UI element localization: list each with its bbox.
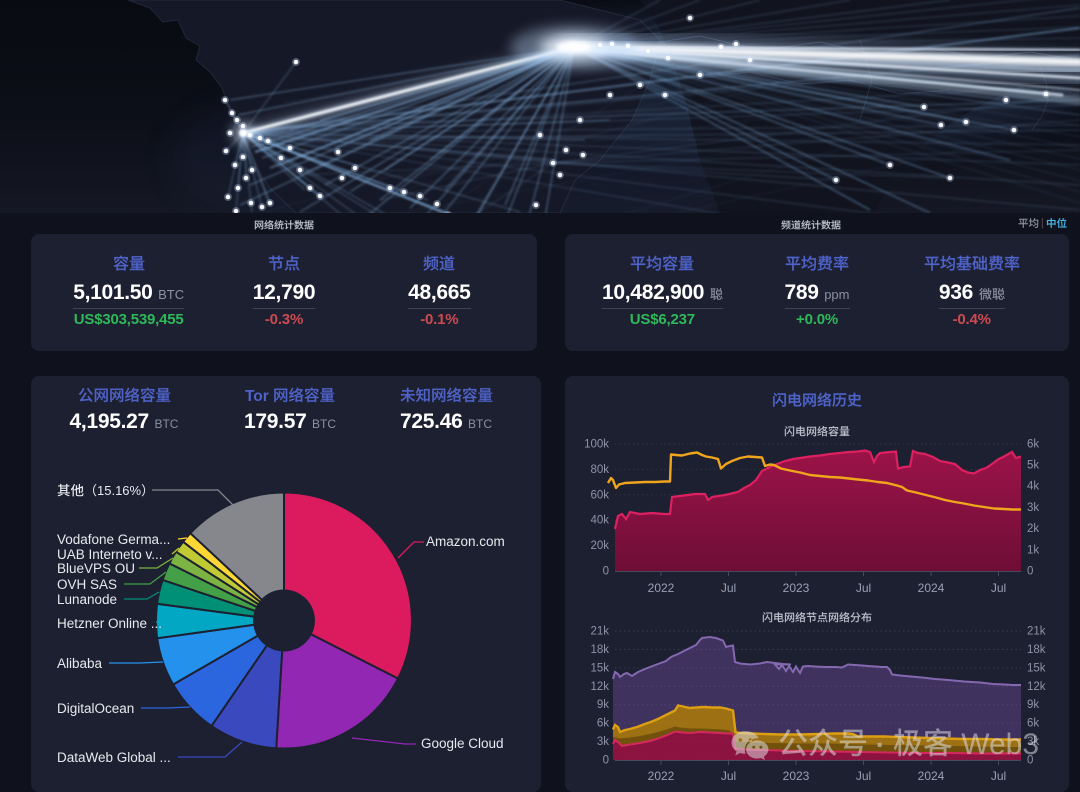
svg-text:21k: 21k xyxy=(1027,626,1046,638)
svg-text:12k: 12k xyxy=(590,681,609,693)
svg-text:2022: 2022 xyxy=(648,581,675,595)
svg-text:1k: 1k xyxy=(1027,544,1039,556)
svg-text:0: 0 xyxy=(1027,566,1033,578)
svg-text:0: 0 xyxy=(603,755,609,767)
svg-text:0: 0 xyxy=(1027,755,1033,767)
svg-text:Jul: Jul xyxy=(856,581,871,595)
svg-text:9k: 9k xyxy=(597,699,609,711)
svg-text:0: 0 xyxy=(603,566,609,578)
svg-text:Jul: Jul xyxy=(991,581,1006,595)
svg-text:3k: 3k xyxy=(1027,736,1039,748)
svg-text:2024: 2024 xyxy=(918,581,945,595)
svg-text:3k: 3k xyxy=(1027,502,1039,514)
svg-text:60k: 60k xyxy=(590,489,609,501)
svg-text:Jul: Jul xyxy=(721,581,736,595)
svg-text:5k: 5k xyxy=(1027,460,1039,472)
svg-text:4k: 4k xyxy=(1027,481,1039,493)
svg-text:6k: 6k xyxy=(597,718,609,730)
svg-text:Jul: Jul xyxy=(856,769,871,783)
svg-text:2023: 2023 xyxy=(783,581,810,595)
svg-text:Jul: Jul xyxy=(721,769,736,783)
svg-text:80k: 80k xyxy=(590,464,609,476)
svg-text:21k: 21k xyxy=(590,626,609,638)
svg-text:3k: 3k xyxy=(597,736,609,748)
svg-text:15k: 15k xyxy=(1027,662,1046,674)
svg-text:18k: 18k xyxy=(590,644,609,656)
svg-text:15k: 15k xyxy=(590,662,609,674)
svg-text:Jul: Jul xyxy=(991,769,1006,783)
svg-text:40k: 40k xyxy=(590,515,609,527)
svg-text:12k: 12k xyxy=(1027,681,1046,693)
svg-text:18k: 18k xyxy=(1027,644,1046,656)
svg-text:100k: 100k xyxy=(584,439,609,451)
svg-text:6k: 6k xyxy=(1027,438,1039,450)
svg-text:20k: 20k xyxy=(590,540,609,552)
svg-text:2024: 2024 xyxy=(918,769,945,783)
svg-text:2023: 2023 xyxy=(783,769,810,783)
svg-text:2022: 2022 xyxy=(648,769,675,783)
svg-text:9k: 9k xyxy=(1027,699,1039,711)
svg-text:6k: 6k xyxy=(1027,718,1039,730)
svg-text:2k: 2k xyxy=(1027,523,1039,535)
